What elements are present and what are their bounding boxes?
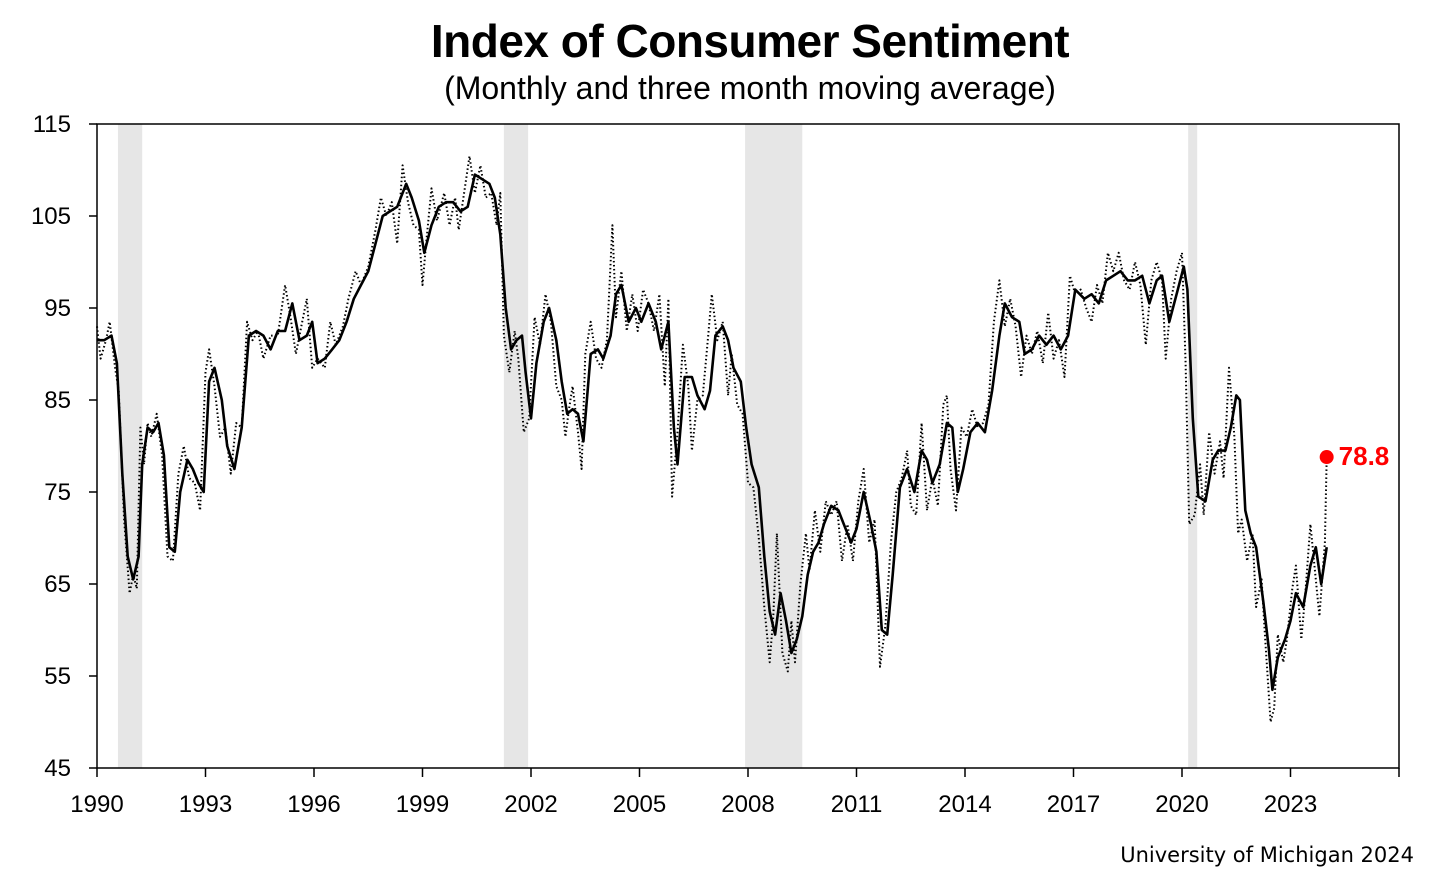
- x-tick-label: 2014: [938, 791, 991, 818]
- y-tick-label: 55: [44, 663, 71, 690]
- latest-value-marker: [1319, 450, 1334, 465]
- chart-title: Index of Consumer Sentiment: [430, 15, 1070, 67]
- x-tick-label: 2023: [1264, 791, 1317, 818]
- x-tick-label: 2002: [504, 791, 557, 818]
- y-tick-label: 75: [44, 479, 71, 506]
- source-note: University of Michigan 2024: [1120, 843, 1414, 867]
- x-tick-label: 1990: [70, 791, 123, 818]
- y-tick-label: 105: [31, 203, 71, 230]
- recession-band: [745, 124, 803, 768]
- y-tick-label: 65: [44, 571, 71, 598]
- x-tick-label: 2008: [721, 791, 774, 818]
- recession-band: [503, 124, 529, 768]
- series-lines: [96, 155, 1328, 723]
- x-tick-label: 2020: [1155, 791, 1208, 818]
- recession-band: [1188, 124, 1198, 768]
- y-tick-label: 115: [33, 111, 71, 138]
- x-tick-label: 1996: [287, 791, 340, 818]
- x-axis: 1990 1993 1996 1999 2002 2005 2008 2011 2014 2017…: [70, 768, 1400, 818]
- y-tick-label: 95: [44, 295, 71, 322]
- x-tick-label: 1999: [396, 791, 449, 818]
- moving-average-series-line: [97, 173, 1328, 692]
- x-tick-label: 2005: [613, 791, 666, 818]
- x-tick-label: 2011: [831, 791, 883, 818]
- y-axis: 45 55 65 75 85 95 105 115: [31, 111, 97, 782]
- latest-value-label: 78.8: [1339, 441, 1390, 471]
- x-tick-label: 2017: [1047, 791, 1100, 818]
- monthly-series-line: [96, 155, 1328, 723]
- chart-subtitle: (Monthly and three month moving average): [444, 70, 1056, 106]
- y-tick-label: 45: [44, 755, 71, 782]
- y-tick-label: 85: [44, 387, 71, 414]
- x-tick-label: 1993: [179, 791, 232, 818]
- latest-value-callout: 78.8: [1319, 441, 1390, 471]
- recession-bands: [117, 124, 1198, 768]
